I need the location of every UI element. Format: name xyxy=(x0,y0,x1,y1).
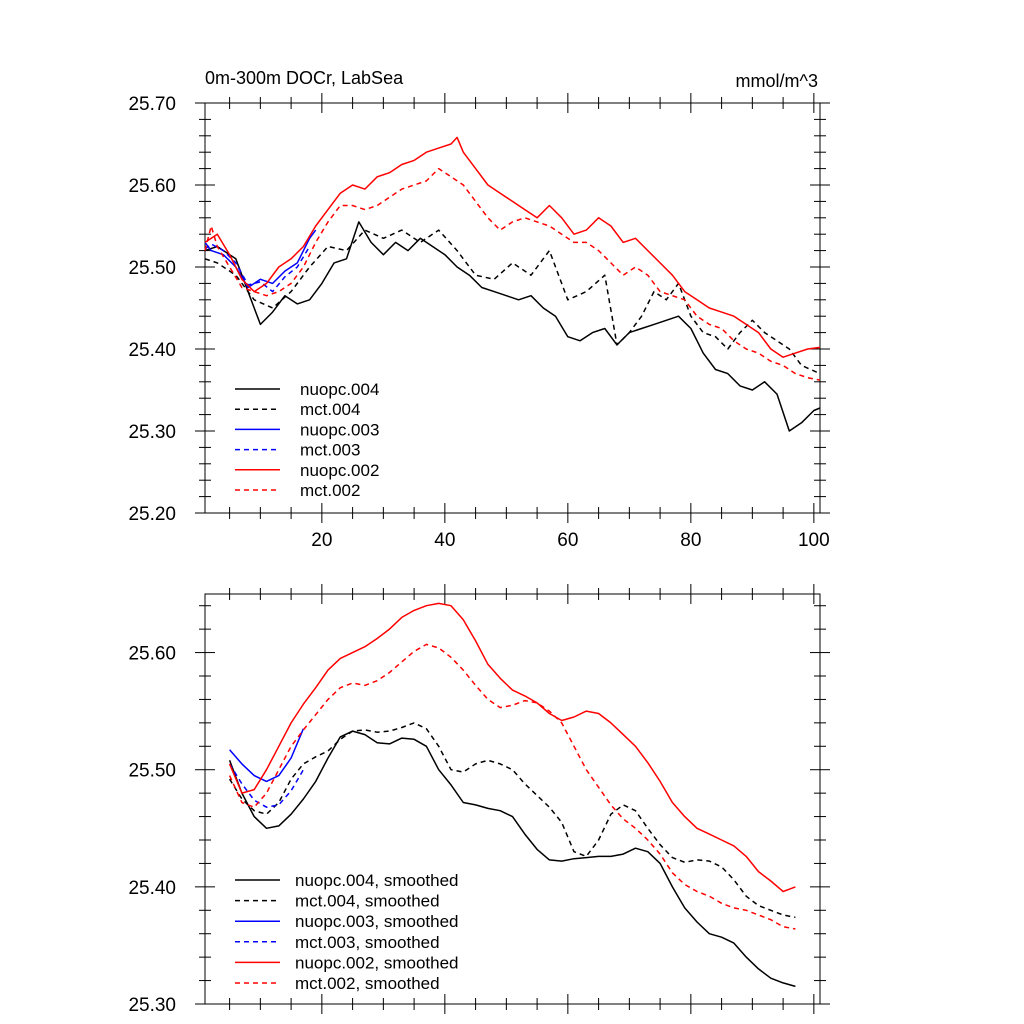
y-tick-label-25.30: 25.30 xyxy=(128,995,176,1016)
panel2-y-tick-labels: 25.30 25.40 25.50 25.60 xyxy=(128,644,176,1016)
y-tick-label-25.40: 25.40 xyxy=(128,878,176,899)
series-line-nuopc-003-smoothed xyxy=(229,728,305,783)
series-line-nuopc-004 xyxy=(204,221,821,432)
panel1-ticks xyxy=(195,93,830,523)
y-tick-label-25.20: 25.20 xyxy=(128,504,176,525)
y-tick-label-25.60: 25.60 xyxy=(128,644,176,665)
series-line-mct-004 xyxy=(204,229,821,375)
series-line-nuopc-003 xyxy=(204,229,317,289)
series-line-mct-003 xyxy=(204,243,311,293)
panel1-title: 0m-300m DOCr, LabSea xyxy=(205,68,404,88)
legend-label-0: nuopc.004 xyxy=(300,380,379,399)
y-tick-label-25.30: 25.30 xyxy=(128,422,176,443)
series-line-nuopc-002-smoothed xyxy=(228,602,796,893)
legend-label-5: mct.002 xyxy=(300,481,360,500)
panel-top-chart: 20 40 60 80 100 25.2025.3025.4025.5025.6025.… xyxy=(128,93,830,551)
x-tick-label-100: 100 xyxy=(798,530,830,551)
panel-bottom-chart: 25.30 25.40 25.50 25.60 nuopc.004, smoothed… xyxy=(128,584,830,1016)
y-tick-label-25.60: 25.60 xyxy=(128,176,176,197)
series-line-nuopc-004-smoothed xyxy=(228,730,796,988)
y-tick-label-25.40: 25.40 xyxy=(128,340,176,361)
series-line-nuopc-002 xyxy=(204,136,821,358)
panel1-frame xyxy=(204,102,821,514)
legend-label-2: nuopc.003 xyxy=(300,420,379,439)
x-tick-label-40: 40 xyxy=(434,530,455,551)
y-tick-label-25.70: 25.70 xyxy=(128,94,176,115)
series-line-mct-003-smoothed xyxy=(228,763,305,808)
panel2-frame xyxy=(204,593,821,1005)
legend-label-3: mct.003, smoothed xyxy=(295,933,440,952)
legend-label-1: mct.004, smoothed xyxy=(295,892,440,911)
x-tick-label-80: 80 xyxy=(680,530,701,551)
panel1-series-lines xyxy=(204,136,821,432)
legend-label-0: nuopc.004, smoothed xyxy=(295,871,459,890)
panel1-y-tick-labels: 25.20 25.30 25.40 25.50 25.60 25.70 xyxy=(128,94,176,525)
legend-label-5: mct.002, smoothed xyxy=(295,974,440,993)
legend-label-4: nuopc.002 xyxy=(300,461,379,480)
legend-label-4: nuopc.002, smoothed xyxy=(295,953,459,972)
y-tick-label-25.50: 25.50 xyxy=(128,258,176,279)
legend-label-2: nuopc.003, smoothed xyxy=(295,912,459,931)
panel1-x-tick-labels: 20 40 60 80 100 xyxy=(311,530,829,551)
panel2-series-lines xyxy=(228,602,796,988)
series-line-mct-002 xyxy=(204,167,821,381)
x-tick-label-60: 60 xyxy=(557,530,578,551)
panel1-units: mmol/m^3 xyxy=(736,71,818,91)
x-tick-label-20: 20 xyxy=(311,530,332,551)
legend-label-1: mct.004 xyxy=(300,400,360,419)
y-tick-label-25.50: 25.50 xyxy=(128,761,176,782)
panel2-ticks xyxy=(195,584,830,1014)
legend-label-3: mct.003 xyxy=(300,441,360,460)
series-line-mct-004-smoothed xyxy=(228,722,796,919)
